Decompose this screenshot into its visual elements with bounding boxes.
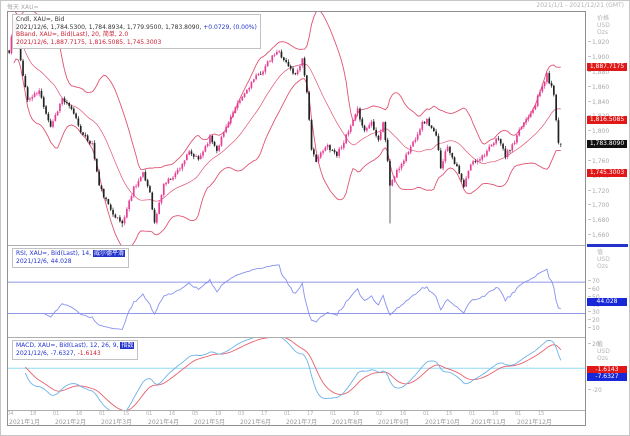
- bband-values: 2021/12/6, 1,887.7175, 1,816.5085, 1,745…: [16, 38, 162, 46]
- price-axis-tick: 1,720: [588, 188, 609, 195]
- price-axis-badge: 1,816.5085: [587, 115, 627, 124]
- x-axis-day-label: 01: [423, 411, 430, 417]
- rsi-axis-tick: 70: [588, 279, 600, 285]
- candle-change-value: +0.0729, (0.00%): [203, 23, 257, 31]
- x-axis-day-label: 16: [353, 411, 360, 417]
- price-axis-header: 价格 USD Ozs: [597, 15, 610, 36]
- x-axis-month-label: 2021年10月: [425, 419, 460, 425]
- x-axis-day-label: 16: [169, 411, 176, 417]
- price-axis-tick: 1,700: [588, 203, 609, 209]
- main-legend-box[interactable]: Cndl, XAU=, Bid 2021/12/6, 1,784.5300, 1…: [12, 14, 261, 49]
- macd-chart[interactable]: [8, 338, 585, 410]
- main-price-pane[interactable]: [8, 12, 585, 245]
- rsi-value: 2021/12/6, 44.028: [16, 257, 72, 265]
- x-axis-month-label: 2021年3月: [101, 419, 133, 425]
- x-axis-day-label: 01: [99, 411, 106, 417]
- rsi-axis-tick: 10: [588, 326, 600, 332]
- x-axis-day-label: 17: [307, 411, 314, 417]
- price-axis-badge: 1,745.3003: [587, 168, 627, 177]
- macd-pane[interactable]: [8, 338, 585, 410]
- x-axis-day-label: 15: [446, 411, 453, 417]
- rsi-axis-tick: 60: [588, 286, 600, 293]
- x-axis-month-label: 2021年12月: [517, 419, 552, 425]
- macd-value: 2021/12/6, -7.6327,: [16, 349, 78, 357]
- x-axis-day-label: 16: [400, 411, 407, 417]
- rsi-axis-tick: 50: [588, 294, 600, 301]
- candle-series-label: Cndl, XAU=, Bid: [16, 16, 65, 23]
- macd-legend-box[interactable]: MACD, XAU=, Bid(Last), 12, 26, 9, 指数 202…: [12, 340, 139, 360]
- rsi-series-label: RSI, XAU=, Bid(Last), 14, 威尔德平滑: [16, 250, 126, 257]
- rsi-pane[interactable]: [8, 246, 585, 337]
- macd-axis-badge: -1.6143: [587, 366, 627, 375]
- x-axis-month-label: 2021年5月: [194, 419, 226, 425]
- price-axis-tick: 1,920: [588, 40, 609, 46]
- x-axis-day-label: 01: [53, 411, 60, 417]
- x-axis-month-label: 2021年9月: [378, 419, 410, 425]
- rsi-axis-badge: 44.028: [587, 298, 627, 307]
- x-axis-day-label: 01: [284, 411, 291, 417]
- price-axis-badge: 1,783.8090: [587, 140, 627, 149]
- x-axis-month-label: 2021年2月: [55, 419, 87, 425]
- macd-axis-badge: -7.6327: [587, 373, 627, 382]
- chart-date-range-label: 2021/1/1 - 2021/12/21 (GMT): [536, 2, 624, 9]
- macd-axis-header: 值 USD Ozs: [597, 341, 610, 362]
- x-axis-day-label: 01: [146, 411, 153, 417]
- x-axis-day-label: 16: [492, 411, 499, 417]
- macd-axis-tick: 20: [588, 341, 600, 348]
- price-axis-tick: 1,660: [588, 233, 609, 239]
- pane-divider[interactable]: [8, 245, 585, 246]
- macd-axis-tick: -20: [588, 388, 602, 394]
- x-axis-day-label: 15: [123, 411, 130, 417]
- x-axis-month-label: 2021年7月: [286, 419, 318, 425]
- rsi-axis-tick: 30: [588, 310, 600, 316]
- price-axis-tick: 1,840: [588, 99, 609, 106]
- rsi-axis-header: 值 USD Ozs: [597, 249, 610, 270]
- price-axis-tick: 1,800: [588, 129, 609, 135]
- candlestick-chart[interactable]: [8, 12, 585, 245]
- macd-signal-value: -1.6143: [77, 349, 101, 357]
- x-axis-day-label: 03: [238, 411, 245, 417]
- chart-symbol-interval-label: 每天 XAU=: [7, 4, 39, 11]
- rsi-chart[interactable]: [8, 246, 585, 337]
- rsi-smoothing-badge: 威尔德平滑: [93, 250, 126, 257]
- price-axis-tick: 1,900: [588, 55, 609, 61]
- x-axis-month-label: 2021年1月: [9, 419, 41, 425]
- macd-values: 2021/12/6, -7.6327, -1.6143: [16, 350, 134, 358]
- pane-divider: [8, 410, 585, 411]
- rsi-legend-box[interactable]: RSI, XAU=, Bid(Last), 14, 威尔德平滑 2021/12/…: [12, 248, 130, 268]
- bband-series-label: BBand, XAU=, Bid(Last), 20, 简单, 2.0: [16, 31, 129, 38]
- price-axis-tick: 1,860: [588, 84, 609, 91]
- x-axis[interactable]: 2021年1月 04 18 2021年2月 01 16 2021年3月 01 15 2021年4月…: [8, 411, 585, 425]
- candle-ohlc-values: 2021/12/6, 1,784.5300, 1,784.8934, 1,779…: [16, 23, 257, 31]
- x-axis-day-label: 02: [376, 411, 383, 417]
- macd-series-label: MACD, XAU=, Bid(Last), 12, 26, 9, 指数: [16, 342, 135, 349]
- x-axis-month-label: 2021年4月: [148, 419, 180, 425]
- x-axis-month-label: 2021年6月: [240, 419, 272, 425]
- x-axis-day-label: 16: [76, 411, 83, 417]
- x-axis-day-label: 18: [30, 411, 37, 417]
- x-axis-day-label: 19: [215, 411, 222, 417]
- x-axis-month-label: 2021年8月: [332, 419, 364, 425]
- x-axis-month-label: 2021年11月: [471, 419, 506, 425]
- pane-divider[interactable]: [8, 337, 585, 338]
- rsi-pane-selected-indicator: [587, 244, 628, 247]
- x-axis-day-label: 04: [8, 411, 14, 417]
- x-axis-day-label: 17: [261, 411, 268, 417]
- macd-matype-badge: 指数: [120, 342, 135, 349]
- x-axis-day-label: 01: [469, 411, 476, 417]
- price-axis-tick: 1,760: [588, 158, 609, 165]
- x-axis-day-label: 01: [515, 411, 522, 417]
- x-axis-day-label: 15: [538, 411, 545, 417]
- price-axis-tick: 1,680: [588, 218, 609, 224]
- price-axis-tick: 1,880: [588, 69, 609, 76]
- price-axis-column[interactable]: 价格 USD Ozs1,9201,9001,8801,8601,8401,820…: [587, 11, 628, 424]
- rsi-axis-tick: 20: [588, 318, 600, 324]
- x-axis-day-label: 05: [192, 411, 199, 417]
- price-axis-badge: 1,887.7175: [587, 63, 627, 72]
- chart-frame: 2021年1月 04 18 2021年2月 01 16 2021年3月 01 15 2021年4月…: [7, 11, 586, 426]
- x-axis-day-label: 01: [330, 411, 337, 417]
